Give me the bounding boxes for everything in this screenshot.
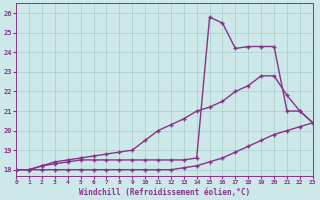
X-axis label: Windchill (Refroidissement éolien,°C): Windchill (Refroidissement éolien,°C): [79, 188, 250, 197]
